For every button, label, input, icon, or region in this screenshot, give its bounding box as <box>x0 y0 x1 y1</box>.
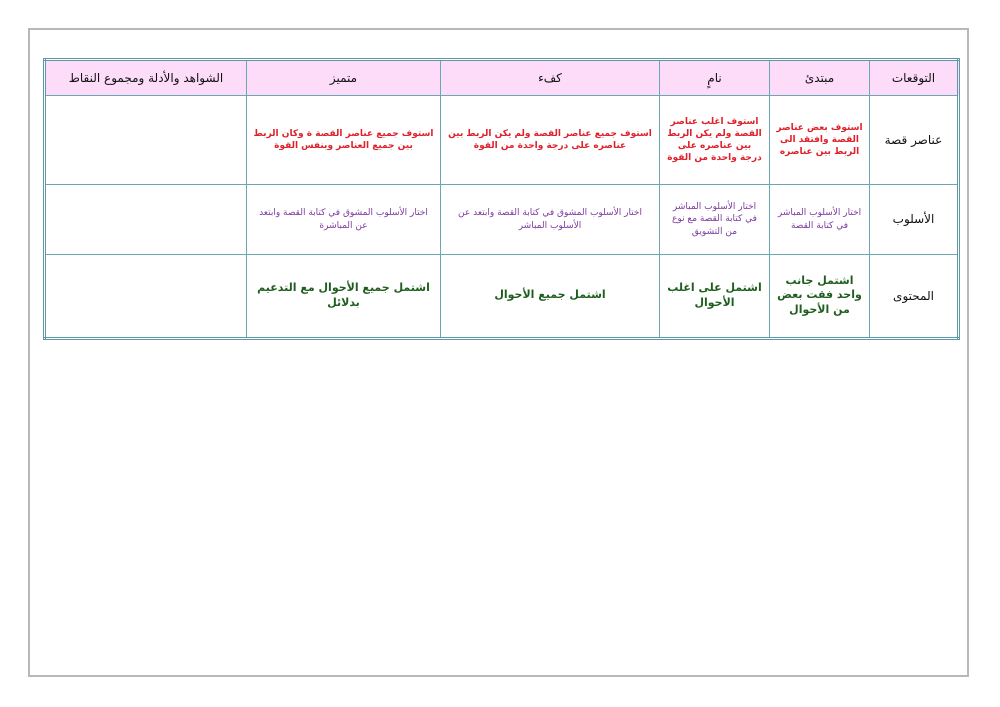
header-developing: نامٍ <box>659 59 770 96</box>
header-competent: كفء <box>440 59 660 96</box>
table-row: المحتوى اشتمل جانب واحد فقت بعض من الأحو… <box>44 253 959 340</box>
cell-developing: استوف اغلب عناصر القصة ولم يكن الربط بين… <box>659 94 770 186</box>
header-evidence-points: الشواهد والأدلة ومجموع النقاط <box>44 59 247 96</box>
cell-evidence[interactable] <box>44 253 247 340</box>
header-expectations: التوقعات <box>869 59 959 96</box>
table-row: عناصر قصة استوف بعض عناصر القصة وافتقد ا… <box>44 94 959 186</box>
rubric-table: التوقعات مبتدئ نامٍ كفء متميز الشواهد وا… <box>43 58 960 340</box>
cell-competent: اختار الأسلوب المشوق في كتابة القصة وابت… <box>440 184 660 255</box>
cell-evidence[interactable] <box>44 94 247 186</box>
cell-competent: استوف جميع عناصر القصة ولم يكن الربط بين… <box>440 94 660 186</box>
cell-developing: اشتمل على اغلب الأحوال <box>659 253 770 340</box>
header-excellent: متميز <box>246 59 441 96</box>
cell-beginner: اشتمل جانب واحد فقت بعض من الأحوال <box>769 253 870 340</box>
header-row: التوقعات مبتدئ نامٍ كفء متميز الشواهد وا… <box>44 59 959 96</box>
row-label: المحتوى <box>869 253 959 340</box>
cell-beginner: استوف بعض عناصر القصة وافتقد الى الربط ب… <box>769 94 870 186</box>
row-label: الأسلوب <box>869 184 959 255</box>
cell-beginner: اختار الأسلوب المباشر في كتابة القصة <box>769 184 870 255</box>
cell-competent: اشتمل جميع الأحوال <box>440 253 660 340</box>
row-label: عناصر قصة <box>869 94 959 186</box>
header-beginner: مبتدئ <box>769 59 870 96</box>
cell-excellent: اختار الأسلوب المشوق في كتابة القصة وابت… <box>246 184 441 255</box>
page-border <box>28 28 969 677</box>
cell-excellent: اشتمل جميع الأحوال مع التدعيم بدلائل <box>246 253 441 340</box>
cell-developing: اختار الأسلوب المباشر في كتابة القصة مع … <box>659 184 770 255</box>
cell-excellent: استوف جميع عناصر القصة ة وكان الربط بين … <box>246 94 441 186</box>
cell-evidence[interactable] <box>44 184 247 255</box>
table-row: الأسلوب اختار الأسلوب المباشر في كتابة ا… <box>44 184 959 255</box>
